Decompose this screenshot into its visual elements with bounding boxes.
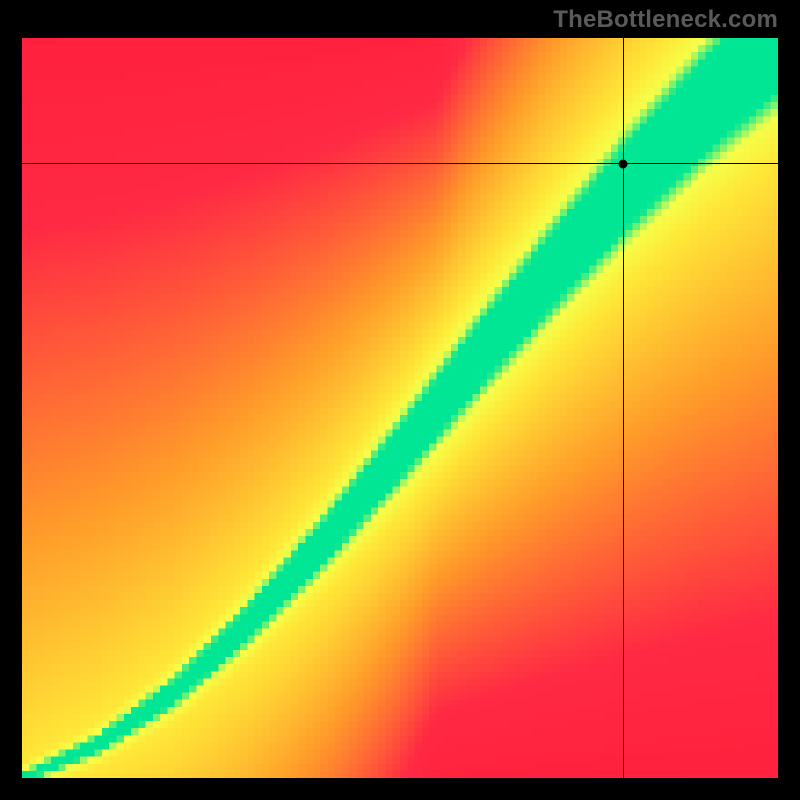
crosshair-horizontal [22, 163, 778, 164]
crosshair-marker [619, 159, 628, 168]
bottleneck-heatmap [22, 38, 778, 778]
crosshair-vertical [623, 38, 624, 778]
heatmap-canvas [22, 38, 778, 778]
watermark-text: TheBottleneck.com [553, 6, 778, 34]
